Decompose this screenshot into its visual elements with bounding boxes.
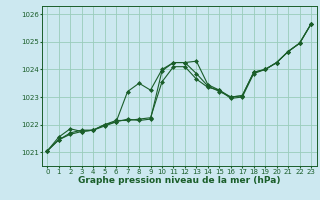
X-axis label: Graphe pression niveau de la mer (hPa): Graphe pression niveau de la mer (hPa) [78,176,280,185]
